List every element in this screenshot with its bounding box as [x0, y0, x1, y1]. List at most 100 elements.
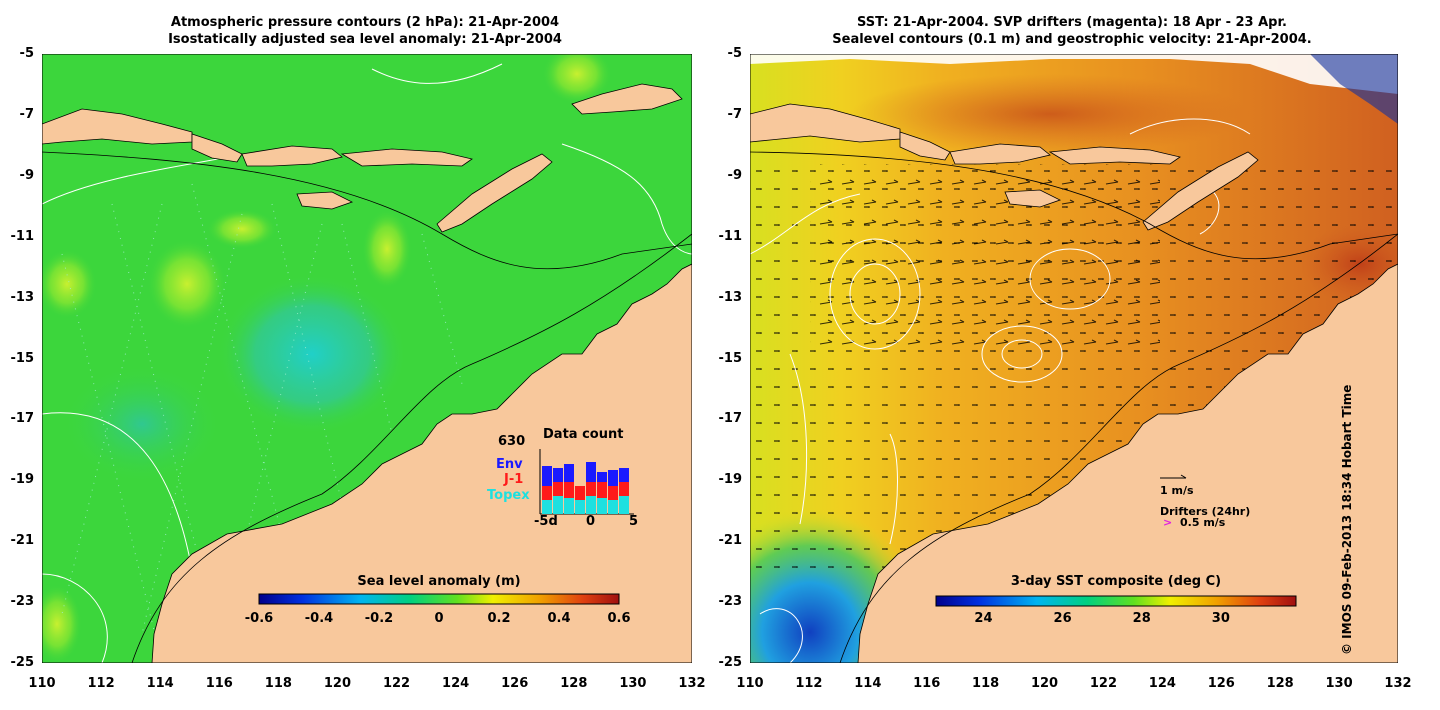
sla-high-anomaly-2: [42, 249, 97, 319]
histogram-bar: [575, 486, 585, 500]
sla-low-anomaly-2: [62, 364, 222, 484]
lon-tick-label: 132: [678, 676, 706, 691]
colorbar-tick-label: 0.4: [547, 611, 571, 626]
right-panel-title: SST: 21-Apr-2004. SVP drifters (magenta)…: [722, 14, 1422, 48]
colorbar-tick-label: 26: [1053, 611, 1072, 626]
lon-tick-label: 132: [1384, 676, 1412, 691]
right-title-line2: Sealevel contours (0.1 m) and geostrophi…: [832, 32, 1312, 47]
lat-tick-label: -7: [19, 106, 34, 122]
lon-tick-label: 116: [913, 676, 941, 691]
drifters-label: Drifters (24hr): [1160, 505, 1251, 518]
northern-islands: [571, 83, 683, 115]
sumba-island: [1004, 189, 1062, 208]
data-count-histogram: [539, 449, 634, 515]
lat-tick-label: -19: [10, 472, 35, 488]
sla-colorbar-title: Sea level anomaly (m): [357, 574, 521, 589]
bali-lombok-islands: [899, 131, 951, 161]
lat-tick-label: -23: [718, 594, 743, 610]
left-title-line1: Atmospheric pressure contours (2 hPa): 2…: [170, 15, 560, 30]
lon-tick-label: 118: [264, 676, 292, 691]
sla-high-anomaly-3: [207, 209, 277, 249]
lon-tick-label: 114: [854, 676, 882, 691]
histogram-bar: [542, 486, 552, 500]
shelf-contour: [750, 151, 1398, 260]
histogram-bar: [608, 470, 618, 486]
legend-topex: Topex: [487, 488, 530, 503]
colorbar-tick-label: 24: [974, 611, 993, 626]
lat-tick-label: -15: [10, 350, 35, 366]
lon-tick-label: 124: [1148, 676, 1176, 691]
credit-text: © IMOS 09-Feb-2013 18:34 Hobart Time: [1340, 384, 1354, 655]
lon-tick-label: 128: [1266, 676, 1294, 691]
sst-map: [750, 54, 1398, 663]
lat-tick-label: -17: [10, 411, 35, 427]
histogram-bar: [586, 482, 596, 496]
data-count-title: Data count: [543, 427, 624, 442]
colorbar-tick-label: 28: [1132, 611, 1151, 626]
histogram-bar: [608, 486, 618, 500]
lon-tick-label: 110: [736, 676, 764, 691]
timor-island: [436, 153, 553, 233]
histogram-tick-start: -5d: [534, 514, 558, 529]
timor-island: [1142, 151, 1259, 231]
lat-tick-label: -9: [727, 167, 742, 183]
colorbar-tick-label: -0.4: [304, 611, 334, 626]
flores-island: [340, 148, 473, 167]
lat-tick-label: -11: [718, 228, 743, 244]
lat-tick-label: -9: [19, 167, 34, 183]
histogram-bar: [564, 498, 574, 514]
lat-tick-label: -11: [10, 228, 35, 244]
sst-colorbar: [935, 595, 1297, 607]
sea-level-anomaly-map: [42, 54, 692, 663]
sst-cool-patch-north: [1310, 54, 1398, 124]
sla-high-anomaly-6: [42, 584, 82, 663]
legend-j1: J-1: [504, 472, 524, 487]
lon-tick-label: 122: [382, 676, 411, 691]
sumba-island: [296, 191, 354, 210]
lat-tick-label: -19: [718, 472, 743, 488]
sea-level-contours: [750, 118, 1251, 663]
histogram-bar: [542, 500, 552, 514]
sst-warm-water-north: [850, 74, 1250, 154]
colorbar-tick-label: -0.2: [364, 611, 394, 626]
lon-tick-label: 130: [619, 676, 647, 691]
sla-colorbar: [258, 593, 620, 605]
histogram-bar: [597, 482, 607, 498]
lon-tick-label: 116: [205, 676, 233, 691]
lon-tick-label: 126: [1207, 676, 1235, 691]
lon-tick-label: 124: [442, 676, 470, 691]
lon-tick-label: 122: [1089, 676, 1118, 691]
sla-high-anomaly-4: [362, 209, 412, 289]
histogram-bar: [619, 482, 629, 496]
lat-tick-label: -23: [10, 594, 35, 610]
lat-tick-label: -15: [718, 350, 743, 366]
sumbawa-island: [949, 143, 1051, 165]
bali-lombok-islands: [191, 133, 243, 163]
sla-high-anomaly: [147, 239, 227, 329]
lat-tick-label: -13: [718, 289, 743, 305]
lat-tick-label: -17: [718, 411, 743, 427]
histogram-bar: [608, 500, 618, 514]
shelf-contour-2: [131, 233, 692, 663]
lat-tick-label: -5: [727, 46, 742, 61]
lon-tick-label: 118: [972, 676, 1000, 691]
lon-tick-label: 130: [1325, 676, 1353, 691]
lat-tick-label: -21: [718, 533, 743, 549]
australia-landmass: [151, 263, 692, 663]
indonesia-islands: [750, 103, 1259, 231]
lat-tick-label: -25: [10, 655, 35, 670]
lon-tick-label: 120: [323, 676, 352, 691]
vector-scale-arrow: [1160, 474, 1187, 479]
colorbar-tick-label: 0.2: [487, 611, 511, 626]
histogram-bar: [597, 472, 607, 482]
histogram-bar: [586, 496, 596, 514]
lat-tick-label: -5: [19, 46, 34, 61]
histogram-bar: [553, 468, 563, 482]
shelf-contour-2: [839, 233, 1398, 663]
histogram-bar: [575, 500, 585, 514]
colorbar-tick-label: 0: [434, 611, 444, 626]
right-title-line1: SST: 21-Apr-2004. SVP drifters (magenta)…: [857, 15, 1287, 30]
colorbar-tick-label: -0.6: [244, 611, 274, 626]
flores-island: [1048, 146, 1181, 165]
lat-tick-label: -21: [10, 533, 35, 549]
